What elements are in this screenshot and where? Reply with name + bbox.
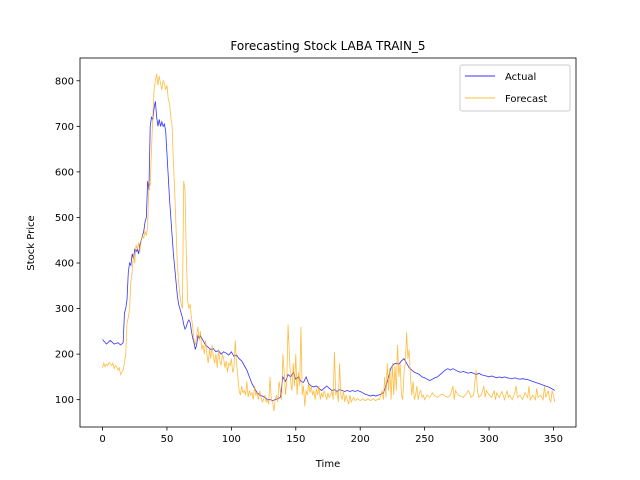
axes-frame bbox=[79, 57, 577, 428]
x-tick-label: 200 bbox=[351, 434, 370, 445]
legend-label-forecast: Forecast bbox=[505, 94, 547, 105]
y-tick-label: 600 bbox=[55, 167, 74, 178]
x-tick-label: 250 bbox=[415, 434, 434, 445]
x-tick-label: 150 bbox=[286, 434, 305, 445]
series-line-actual bbox=[102, 101, 555, 402]
series-line-forecast bbox=[102, 73, 556, 412]
y-tick-label: 500 bbox=[55, 213, 74, 224]
y-tick-label: 300 bbox=[55, 304, 74, 315]
y-tick-label: 800 bbox=[55, 76, 74, 87]
x-tick-label: 300 bbox=[479, 434, 498, 445]
legend-label-actual: Actual bbox=[505, 72, 536, 83]
y-tick-label: 700 bbox=[55, 122, 74, 133]
y-axis-label: Stock Price bbox=[26, 215, 37, 270]
x-tick-label: 50 bbox=[161, 434, 174, 445]
x-axis-label: Time bbox=[315, 459, 340, 470]
plot-area bbox=[79, 57, 577, 428]
y-tick-label: 200 bbox=[55, 350, 74, 361]
chart-title: Forecasting Stock LABA TRAIN_5 bbox=[230, 39, 425, 53]
x-tick-label: 350 bbox=[544, 434, 563, 445]
y-tick-label: 100 bbox=[55, 395, 74, 406]
x-tick-label: 0 bbox=[99, 434, 105, 445]
y-tick-label: 400 bbox=[55, 259, 74, 270]
x-tick-label: 100 bbox=[222, 434, 241, 445]
axis-ticks: 0 50 100 150 200 250 300 350 100 200 300 400 500 600 7… bbox=[55, 76, 563, 445]
legend: Actual Forecast bbox=[459, 64, 571, 112]
